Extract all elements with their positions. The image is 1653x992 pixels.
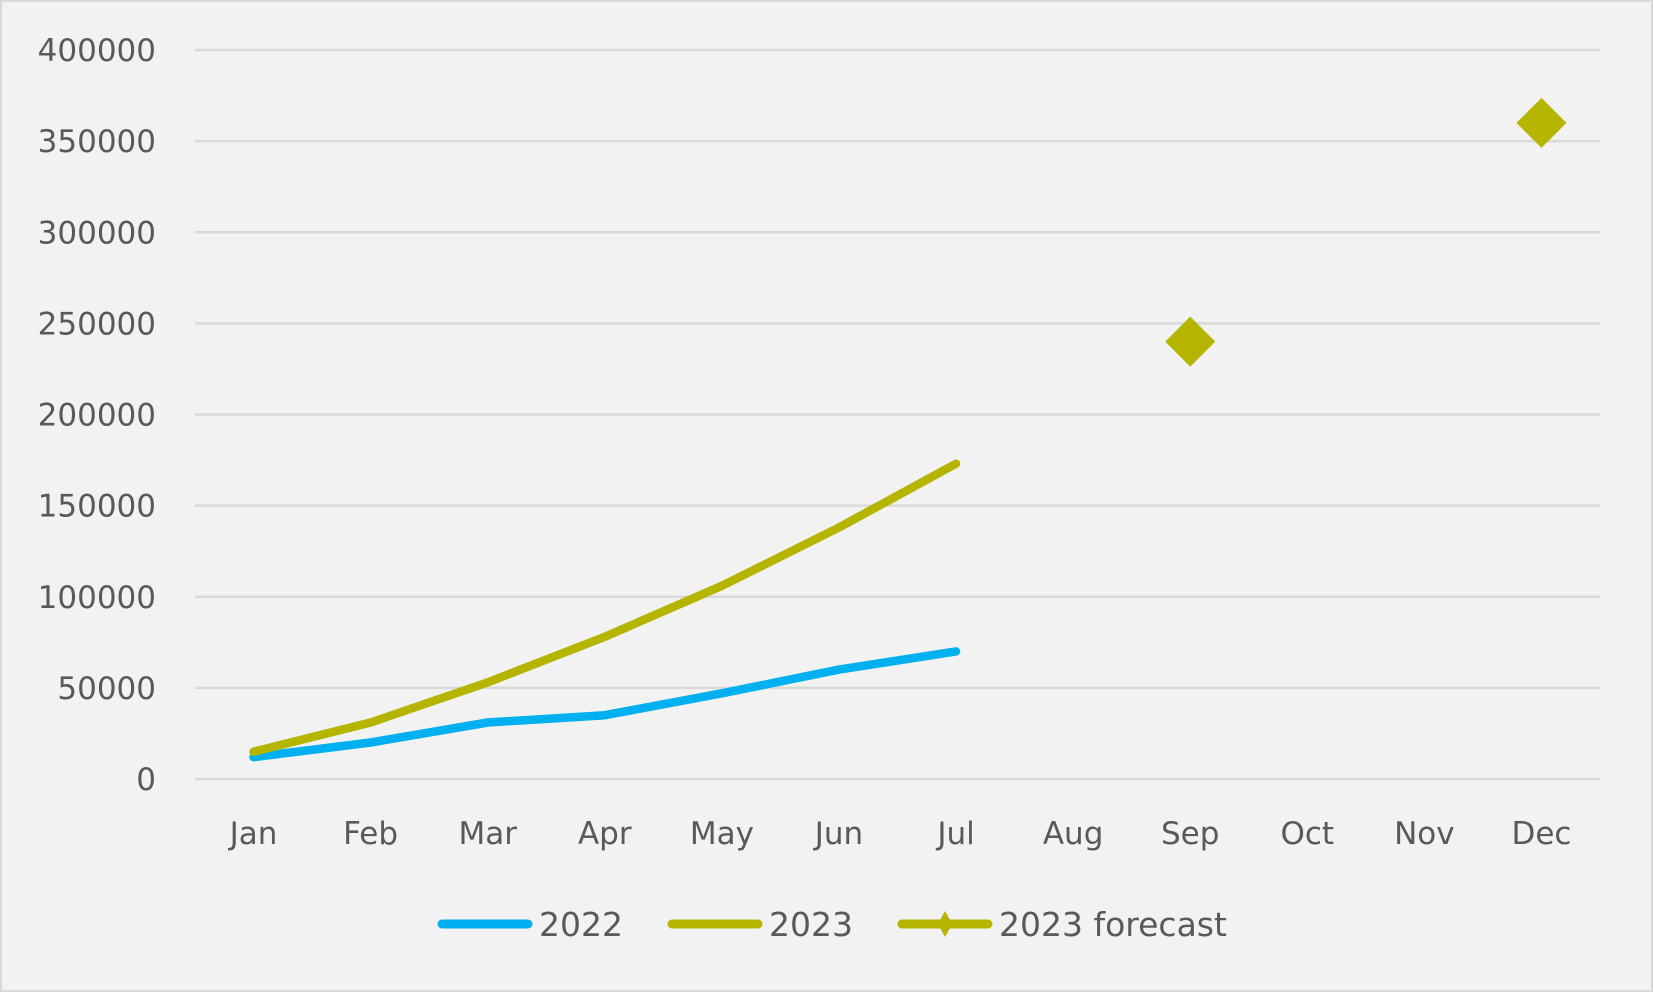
x-tick-label: May <box>690 816 754 852</box>
legend-item-2022: 2022 <box>437 905 623 944</box>
legend-label: 2022 <box>539 905 623 944</box>
y-axis-labels: 0 50000 100000 150000 200000 250000 300000 3500… <box>38 33 156 798</box>
y-tick-label: 300000 <box>38 215 156 251</box>
forecast-diamond-marker <box>1165 316 1216 367</box>
gridlines <box>195 48 1600 781</box>
y-tick-label: 250000 <box>38 306 156 342</box>
x-tick-label: Aug <box>1043 816 1104 852</box>
x-tick-label: Feb <box>343 816 398 852</box>
x-tick-label: Nov <box>1394 816 1455 852</box>
x-tick-label: Apr <box>578 816 632 852</box>
y-tick-label: 0 <box>136 762 156 798</box>
y-tick-label: 350000 <box>38 124 156 160</box>
legend-label: 2023 forecast <box>999 905 1227 944</box>
x-tick-label: Sep <box>1161 816 1219 852</box>
y-tick-label: 150000 <box>38 489 156 525</box>
forecast-diamond-marker <box>1516 97 1567 148</box>
x-axis-labels: Jan Feb Mar Apr May Jun Jul Aug Sep Oct Nov Dec <box>228 816 1572 852</box>
diamond-icon <box>937 911 953 937</box>
legend-item-2023: 2023 <box>667 905 853 944</box>
y-tick-label: 400000 <box>38 33 156 69</box>
legend-label: 2023 <box>769 905 853 944</box>
y-tick-label: 100000 <box>38 580 156 616</box>
series-line-2023 <box>249 459 961 756</box>
x-tick-label: Jan <box>228 816 278 852</box>
legend-item-2023-forecast: 2023 forecast <box>897 905 1227 944</box>
legend: 2022 2023 2023 forecast <box>437 905 1227 944</box>
y-tick-label: 50000 <box>57 671 156 707</box>
y-tick-label: 200000 <box>38 398 156 434</box>
x-tick-label: Jun <box>813 816 863 852</box>
x-tick-label: Dec <box>1511 816 1571 852</box>
series-layer <box>249 97 1567 762</box>
x-tick-label: Jul <box>935 816 974 852</box>
series-line-2022 <box>249 647 961 762</box>
x-tick-label: Oct <box>1280 816 1334 852</box>
x-tick-label: Mar <box>458 816 517 852</box>
